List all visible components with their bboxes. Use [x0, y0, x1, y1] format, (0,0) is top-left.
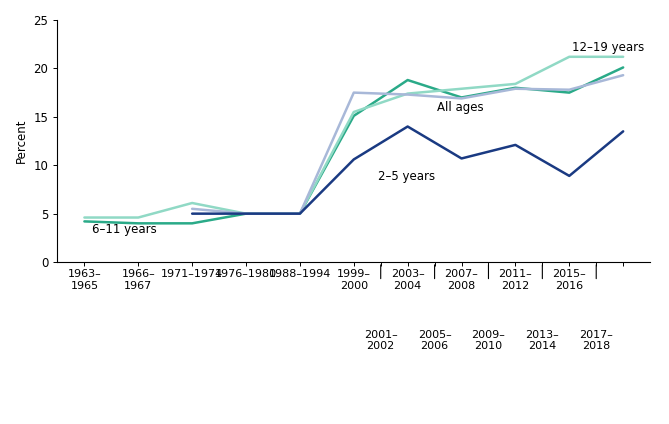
- Text: All ages: All ages: [438, 101, 484, 114]
- Text: 2013–
2014: 2013– 2014: [525, 330, 559, 351]
- Y-axis label: Percent: Percent: [15, 119, 28, 163]
- Text: 2001–
2002: 2001– 2002: [364, 330, 397, 351]
- Text: 2–5 years: 2–5 years: [378, 170, 435, 183]
- Text: 2017–
2018: 2017– 2018: [579, 330, 613, 351]
- Text: 6–11 years: 6–11 years: [92, 223, 157, 236]
- Text: 12–19 years: 12–19 years: [572, 41, 644, 54]
- Text: 2009–
2010: 2009– 2010: [472, 330, 505, 351]
- Text: 2005–
2006: 2005– 2006: [417, 330, 452, 351]
